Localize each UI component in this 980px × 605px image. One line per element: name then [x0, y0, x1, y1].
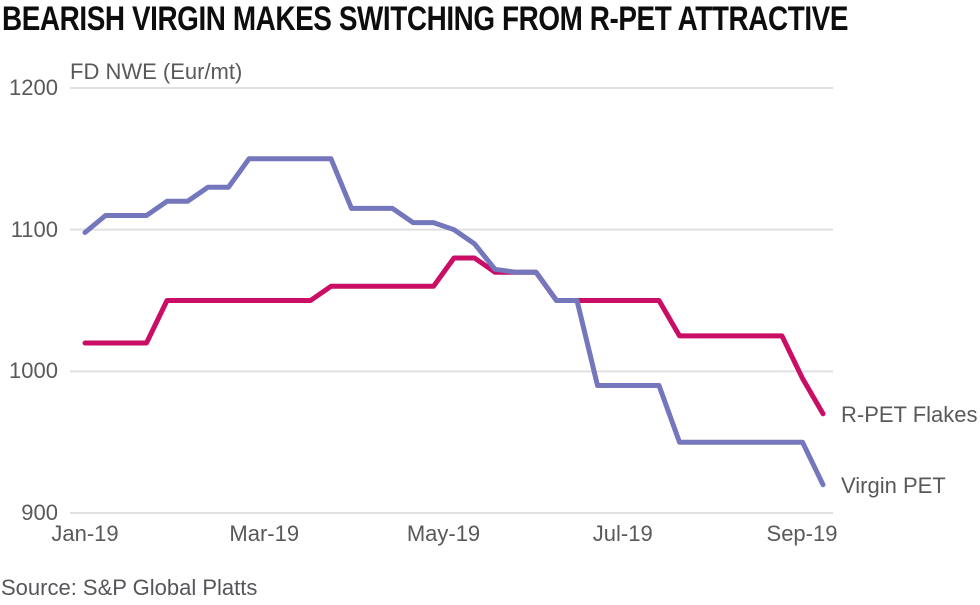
- series-line-virgin-pet: [82, 156, 826, 488]
- x-tick-label-sep-19: Sep-19: [766, 521, 838, 546]
- y-axis-title: FD NWE (Eur/mt): [70, 59, 243, 84]
- y-tick-label-900: 900: [21, 500, 58, 525]
- series-label-virgin-pet: Virgin PET: [841, 472, 946, 498]
- y-tick-label-1000: 1000: [9, 358, 58, 384]
- source-note: Source: S&P Global Platts: [1, 575, 258, 600]
- y-tick-label-1100: 1100: [10, 216, 58, 242]
- x-tick-label-jul-19: Jul-19: [592, 521, 653, 546]
- series-line-r-pet-flakes: [82, 255, 826, 417]
- x-tick-label-may-19: May-19: [406, 521, 481, 546]
- chart-title: BEARISH VIRGIN MAKES SWITCHING FROM R-PE…: [2, 0, 849, 38]
- x-tick-label-jan-19: Jan-19: [51, 521, 119, 546]
- y-tick-label-1200: 1200: [9, 75, 58, 100]
- series-label-r-pet-flakes: R-PET Flakes: [841, 401, 978, 427]
- x-tick-label-mar-19: Mar-19: [229, 521, 300, 546]
